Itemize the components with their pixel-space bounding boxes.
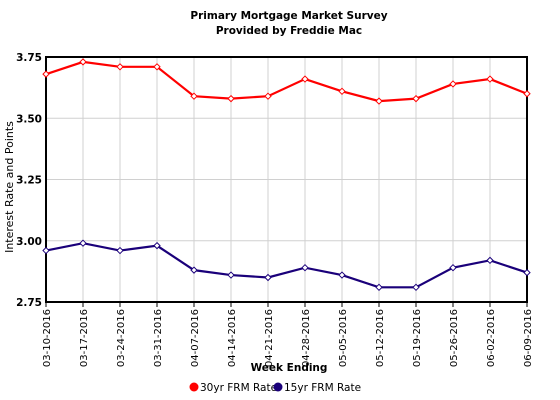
chart-title: Primary Mortgage Market Survey <box>190 10 387 22</box>
x-tick-labels: 03-10-2016 03-17-2016 03-24-2016 03-31-2016… <box>42 302 534 367</box>
data-point[interactable] <box>486 256 494 265</box>
data-point[interactable] <box>42 246 50 255</box>
data-point[interactable] <box>412 283 420 292</box>
data-point[interactable] <box>375 283 383 292</box>
y-tick-label: 3.25 <box>16 175 42 187</box>
data-point[interactable] <box>486 75 494 83</box>
x-tick-label: 03-31-2016 <box>153 309 164 367</box>
data-point[interactable] <box>190 266 198 274</box>
x-tick-label: 05-12-2016 <box>375 309 386 367</box>
y-tick-label: 3.75 <box>16 52 42 64</box>
data-point[interactable] <box>79 58 87 66</box>
series-line <box>45 60 528 103</box>
x-tick-label: 04-21-2016 <box>264 309 275 367</box>
x-tick-label: 05-26-2016 <box>449 309 460 367</box>
data-point[interactable] <box>227 94 235 103</box>
data-point[interactable] <box>190 92 198 100</box>
x-tick-label: 03-10-2016 <box>42 309 53 367</box>
data-point[interactable] <box>153 63 161 71</box>
legend[interactable]: 30yr FRM Rate 15yr FRM Rate <box>189 382 362 394</box>
x-tick-label: 04-14-2016 <box>227 309 238 367</box>
series-1 <box>42 239 531 292</box>
y-axis-label: Interest Rate and Points <box>3 121 16 253</box>
grid-lines <box>45 56 528 303</box>
data-point[interactable] <box>301 263 309 272</box>
x-tick-label: 04-28-2016 <box>301 309 312 367</box>
chart-subtitle: Provided by Freddie Mac <box>216 25 362 37</box>
series-lines <box>42 58 531 292</box>
data-point[interactable] <box>301 75 309 83</box>
y-tick-label: 2.75 <box>16 297 42 309</box>
data-point[interactable] <box>375 97 383 105</box>
x-tick-label: 06-02-2016 <box>486 309 497 367</box>
x-tick-label: 06-09-2016 <box>523 309 534 367</box>
data-point[interactable] <box>449 263 457 272</box>
y-tick-labels: 3.75 3.50 3.25 3.00 2.75 <box>16 52 42 309</box>
data-point[interactable] <box>338 271 346 279</box>
plot-area <box>45 56 528 303</box>
x-tick-label: 05-05-2016 <box>338 309 349 367</box>
data-point[interactable] <box>153 241 161 250</box>
x-axis-label: Week Ending <box>251 362 328 374</box>
x-tick-label: 04-07-2016 <box>190 309 201 367</box>
data-point[interactable] <box>264 273 272 282</box>
legend-label-30yr: 30yr FRM Rate <box>200 382 277 394</box>
data-point[interactable] <box>449 80 457 88</box>
legend-marker-30yr <box>189 382 199 392</box>
series-line <box>45 242 528 289</box>
data-point[interactable] <box>227 271 235 279</box>
series-0 <box>42 58 531 105</box>
data-point[interactable] <box>264 92 272 100</box>
data-point[interactable] <box>523 90 531 98</box>
x-tick-label: 03-24-2016 <box>116 309 127 367</box>
data-point[interactable] <box>412 94 420 103</box>
data-point[interactable] <box>523 268 531 277</box>
legend-label-15yr: 15yr FRM Rate <box>284 382 361 394</box>
x-tick-label: 05-19-2016 <box>412 309 423 367</box>
data-point[interactable] <box>116 63 124 71</box>
y-tick-label: 3.00 <box>16 236 42 248</box>
data-point[interactable] <box>338 87 346 96</box>
y-tick-label: 3.50 <box>16 113 42 125</box>
data-point[interactable] <box>42 70 50 78</box>
data-point[interactable] <box>116 246 124 255</box>
legend-marker-15yr <box>273 382 283 392</box>
data-point[interactable] <box>79 239 87 247</box>
x-tick-label: 03-17-2016 <box>79 309 90 367</box>
